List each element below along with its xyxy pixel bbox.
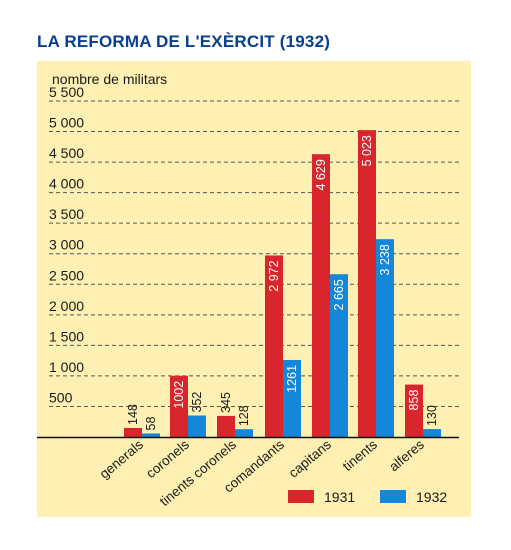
bar-1932: [330, 274, 348, 437]
data-label: 4 629: [314, 159, 328, 190]
bar-1931: [217, 415, 235, 437]
legend-swatch-1932: [380, 490, 406, 503]
y-tick-label: 2 000: [49, 298, 84, 314]
data-label: 345: [219, 392, 233, 413]
bar-1931: [265, 255, 283, 437]
data-label: 148: [126, 404, 140, 425]
bar-1931: [312, 154, 330, 437]
y-tick-label: 3 500: [49, 206, 84, 222]
chart-background: [37, 61, 471, 517]
data-label: 1002: [172, 381, 186, 409]
data-label: 2 665: [332, 279, 346, 310]
data-label: 1261: [285, 365, 299, 393]
data-label: 3 238: [378, 244, 392, 275]
bar-1932: [235, 429, 253, 437]
legend-label: 1931: [324, 489, 355, 505]
bar-1932: [423, 429, 441, 437]
y-tick-label: 4 500: [49, 145, 84, 161]
bar-1932: [142, 433, 160, 437]
bar-1931: [124, 427, 142, 437]
bar-1932: [376, 239, 394, 437]
bar-1931: [358, 130, 376, 437]
y-tick-label: 1 000: [49, 359, 84, 375]
data-label: 5 023: [360, 135, 374, 166]
y-tick-label: 500: [49, 389, 73, 405]
y-tick-label: 1 500: [49, 328, 84, 344]
legend-swatch-1931: [288, 490, 314, 503]
data-label: 128: [237, 405, 251, 426]
data-label: 58: [144, 417, 158, 431]
y-tick-label: 2 500: [49, 267, 84, 283]
legend-label: 1932: [416, 489, 447, 505]
data-label: 352: [190, 392, 204, 413]
chart-title: LA REFORMA DE L'EXÈRCIT (1932): [37, 32, 331, 51]
y-axis-label: nombre de militars: [52, 71, 167, 87]
y-tick-label: 5 000: [49, 115, 84, 131]
data-label: 2 972: [267, 260, 281, 291]
bar-1931: [405, 384, 423, 437]
bar-1931: [170, 375, 188, 437]
data-label: 858: [407, 390, 421, 411]
bar-1932: [188, 415, 206, 437]
y-tick-label: 3 000: [49, 237, 84, 253]
bar-1932: [283, 359, 301, 437]
y-tick-label: 4 000: [49, 176, 84, 192]
data-label: 130: [425, 405, 439, 426]
y-tick-label: 5 500: [49, 84, 84, 100]
